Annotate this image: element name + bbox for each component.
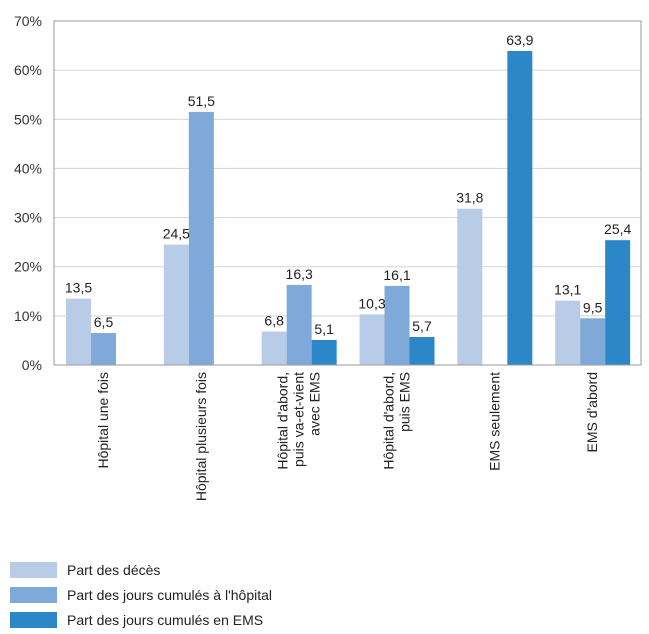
legend-item-ems: Part des jours cumulés en EMS bbox=[10, 607, 272, 632]
plot-frame bbox=[53, 20, 642, 366]
y-tick-label: 0% bbox=[22, 357, 42, 373]
value-label: 13,5 bbox=[65, 280, 92, 296]
value-label: 9,5 bbox=[583, 299, 603, 315]
value-label: 10,3 bbox=[358, 295, 385, 311]
bar bbox=[163, 244, 189, 365]
category-label-line: Hôpital d'abord, bbox=[275, 372, 291, 470]
legend-item-deces: Part des décès bbox=[10, 557, 272, 582]
bar-chart: 0% 10% 20% 30% 40% 50% 60% 70% 13,5 24,5 6,8 10,3 3… bbox=[14, 13, 642, 501]
legend: Part des décès Part des jours cumulés à … bbox=[10, 557, 272, 632]
category-label-line: avec EMS bbox=[307, 372, 323, 436]
category-label-line: puis va-et-vient bbox=[291, 372, 307, 467]
bar bbox=[188, 111, 214, 366]
value-label: 13,1 bbox=[554, 282, 581, 298]
bar bbox=[555, 300, 581, 365]
category-label: Hôpital d'abord, puis EMS bbox=[380, 372, 412, 470]
category-label-line: Hôpital une fois bbox=[95, 372, 111, 469]
bar bbox=[286, 284, 312, 365]
category-labels: Hôpital une fois Hôpital plusieurs fois Hô… bbox=[95, 372, 600, 501]
legend-label-deces: Part des décès bbox=[67, 561, 161, 578]
value-labels: 13,5 24,5 6,8 10,3 31,8 13,1 6,5 51,5 16,3 16,1 9,… bbox=[65, 32, 632, 337]
bar bbox=[605, 240, 631, 365]
value-label: 5,1 bbox=[314, 321, 334, 337]
category-label: EMS seulement bbox=[486, 372, 502, 471]
bar bbox=[91, 333, 116, 365]
bar bbox=[359, 314, 385, 365]
y-tick-label: 20% bbox=[14, 259, 42, 275]
bar bbox=[409, 336, 435, 365]
legend-item-hopital: Part des jours cumulés à l'hôpital bbox=[10, 582, 272, 607]
value-label: 6,8 bbox=[264, 313, 284, 329]
category-label-line: EMS d'abord bbox=[584, 372, 600, 453]
category-label: EMS d'abord bbox=[584, 372, 600, 453]
bar bbox=[507, 50, 533, 365]
value-label: 5,7 bbox=[412, 318, 432, 334]
bar bbox=[311, 339, 337, 365]
bar bbox=[457, 208, 483, 365]
value-label: 24,5 bbox=[163, 226, 190, 242]
legend-swatch-deces bbox=[10, 561, 57, 578]
category-label: Hôpital d'abord, puis va-et-vient avec EMS bbox=[275, 372, 323, 470]
category-label-line: Hôpital d'abord, bbox=[380, 372, 396, 470]
y-axis-ticks: 0% 10% 20% 30% 40% 50% 60% 70% bbox=[14, 13, 42, 373]
value-label: 51,5 bbox=[188, 93, 215, 109]
gridlines bbox=[54, 69, 641, 317]
value-label: 16,1 bbox=[383, 267, 410, 283]
value-label: 25,4 bbox=[604, 221, 631, 237]
legend-label-hopital: Part des jours cumulés à l'hôpital bbox=[67, 586, 272, 603]
bar bbox=[580, 318, 606, 365]
category-label-line: EMS seulement bbox=[486, 372, 502, 471]
category-label-line: puis EMS bbox=[396, 372, 412, 432]
legend-swatch-ems bbox=[10, 611, 57, 628]
y-tick-label: 30% bbox=[14, 210, 42, 226]
y-tick-label: 70% bbox=[14, 13, 42, 29]
y-tick-label: 10% bbox=[14, 308, 42, 324]
bars bbox=[66, 50, 631, 366]
legend-swatch-hopital bbox=[10, 586, 57, 603]
category-label: Hôpital une fois bbox=[95, 372, 111, 469]
category-label-line: Hôpital plusieurs fois bbox=[193, 372, 209, 501]
bar bbox=[384, 285, 410, 365]
value-label: 16,3 bbox=[286, 266, 313, 282]
value-label: 31,8 bbox=[456, 190, 483, 206]
value-label: 63,9 bbox=[506, 32, 533, 48]
y-tick-label: 60% bbox=[14, 62, 42, 78]
bar bbox=[66, 298, 91, 365]
legend-label-ems: Part des jours cumulés en EMS bbox=[67, 611, 264, 628]
category-label: Hôpital plusieurs fois bbox=[193, 372, 209, 501]
y-tick-label: 40% bbox=[14, 160, 42, 176]
bar bbox=[261, 331, 287, 365]
y-tick-label: 50% bbox=[14, 111, 42, 127]
value-label: 6,5 bbox=[94, 314, 114, 330]
